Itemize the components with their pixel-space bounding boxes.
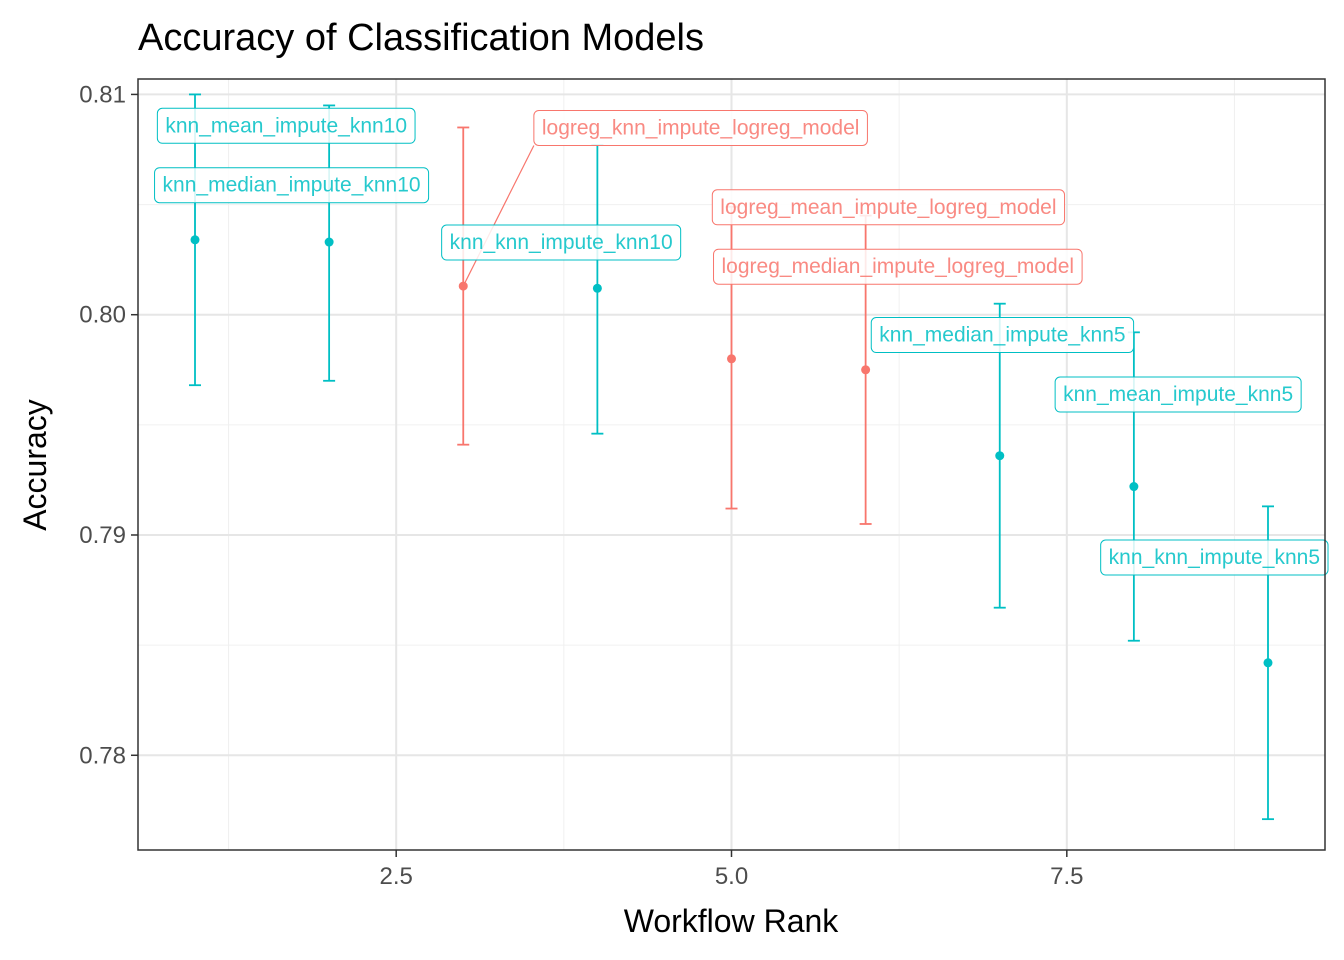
point-label-text: knn_knn_impute_knn5 — [1109, 546, 1320, 569]
point-label: knn_mean_impute_knn10 — [156, 107, 416, 144]
point-label-box — [713, 248, 1083, 285]
point-label-box — [533, 109, 868, 146]
x-axis-ticks: 2.5 5.0 7.5 — [380, 850, 1083, 890]
point-label-box — [156, 107, 416, 144]
point-label-box — [870, 317, 1135, 354]
chart-title: Accuracy of Classification Models — [138, 17, 704, 59]
point-label: knn_knn_impute_knn5 — [1100, 539, 1329, 576]
point-label: knn_knn_impute_knn10 — [441, 224, 682, 261]
point-labels: knn_mean_impute_knn10 knn_median_impute_k… — [154, 107, 1329, 663]
point-label-text: knn_median_impute_knn5 — [879, 324, 1125, 347]
y-tick-label: 0.80 — [79, 302, 126, 329]
point-label-text: logreg_median_impute_logreg_model — [722, 255, 1075, 278]
y-axis-ticks: 0.78 0.79 0.80 0.81 — [79, 81, 138, 769]
point-label-box — [1054, 376, 1302, 413]
y-tick-label: 0.81 — [79, 81, 126, 108]
point-label: knn_median_impute_knn5 — [870, 317, 1135, 354]
point-label-text: logreg_knn_impute_logreg_model — [542, 116, 860, 139]
label-connector — [462, 145, 535, 287]
point-label: logreg_median_impute_logreg_model — [713, 248, 1083, 285]
y-tick-label: 0.79 — [79, 522, 126, 549]
point-label: logreg_mean_impute_logreg_model — [711, 189, 1066, 226]
y-axis-title: Accuracy — [17, 399, 53, 531]
point-label-box — [711, 189, 1066, 226]
point-label-text: knn_knn_impute_knn10 — [450, 231, 673, 254]
x-axis-title: Workflow Rank — [624, 903, 840, 939]
point-label-text: knn_median_impute_knn10 — [163, 174, 421, 197]
point-label: knn_median_impute_knn10 — [154, 167, 430, 204]
x-tick-label: 5.0 — [715, 863, 748, 890]
point-label-box — [441, 224, 682, 261]
x-tick-label: 7.5 — [1050, 863, 1083, 890]
point-label-box — [154, 167, 430, 204]
y-tick-label: 0.78 — [79, 742, 126, 769]
point-label-text: knn_mean_impute_knn10 — [165, 114, 407, 137]
point-label: logreg_knn_impute_logreg_model — [533, 109, 868, 146]
x-tick-label: 2.5 — [380, 863, 413, 890]
point-label-box — [1100, 539, 1329, 576]
point-label-text: logreg_mean_impute_logreg_model — [720, 196, 1056, 219]
point-label: knn_mean_impute_knn5 — [1054, 376, 1302, 413]
point-label-text: knn_mean_impute_knn5 — [1063, 383, 1293, 406]
